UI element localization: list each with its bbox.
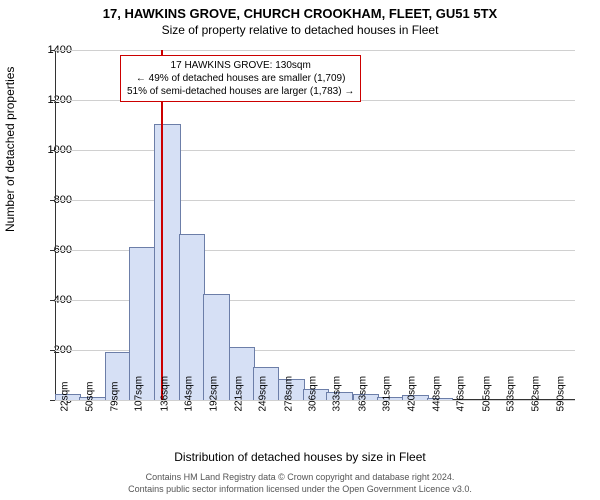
gridline: [55, 50, 575, 51]
gridline: [55, 200, 575, 201]
gridline: [55, 150, 575, 151]
y-axis-line: [55, 50, 56, 400]
chart-title: 17, HAWKINS GROVE, CHURCH CROOKHAM, FLEE…: [0, 0, 600, 21]
x-axis-label: Distribution of detached houses by size …: [0, 450, 600, 464]
footer-line-1: Contains HM Land Registry data © Crown c…: [0, 472, 600, 482]
chart-subtitle: Size of property relative to detached ho…: [0, 21, 600, 37]
annotation-box: 17 HAWKINS GROVE: 130sqm← 49% of detache…: [120, 55, 361, 102]
annotation-line: 51% of semi-detached houses are larger (…: [127, 85, 354, 98]
annotation-line: 17 HAWKINS GROVE: 130sqm: [127, 59, 354, 72]
chart-container: 17, HAWKINS GROVE, CHURCH CROOKHAM, FLEE…: [0, 0, 600, 500]
histogram-bar: [154, 124, 180, 400]
annotation-line: ← 49% of detached houses are smaller (1,…: [127, 72, 354, 85]
property-marker-line: [161, 50, 163, 400]
footer-line-2: Contains public sector information licen…: [0, 484, 600, 494]
plot-area: [55, 50, 575, 400]
y-axis-label: Number of detached properties: [3, 67, 17, 232]
